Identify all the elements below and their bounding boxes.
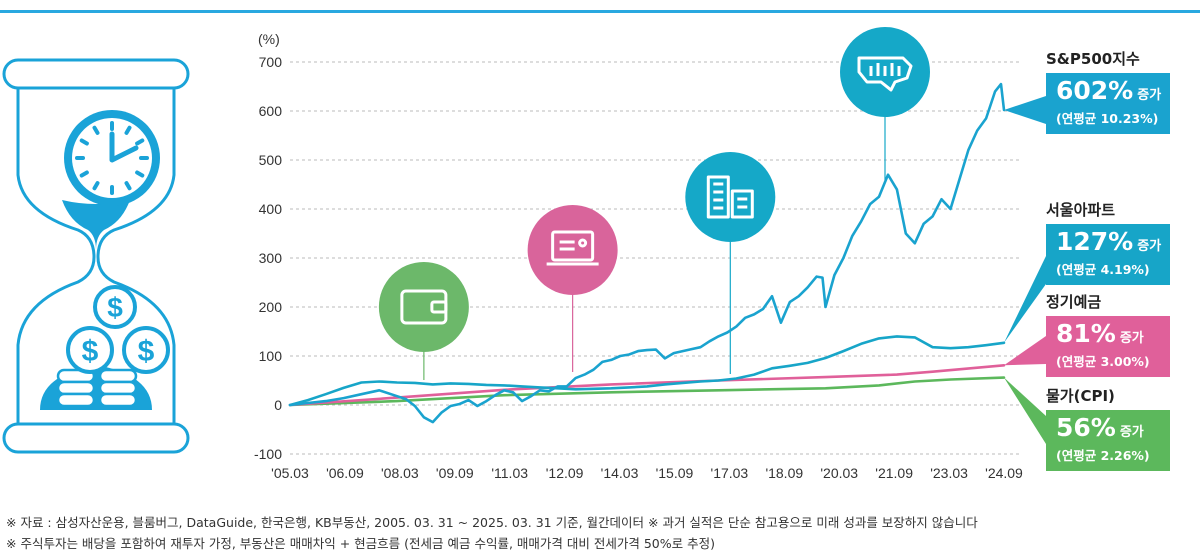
callout-cpi-annual: (연평균 2.26%) [1056, 448, 1150, 463]
icon-leaders [423, 72, 886, 380]
usa-map-chart-icon [840, 27, 930, 117]
x-axis-ticks: '05.03 '06.09 '08.03 '09.09 '11.03 '12.09 '14.… [271, 465, 1023, 481]
callout-cpi: 물가(CPI) 56% 증가 (연평균 2.26%) [1046, 385, 1170, 471]
callout-sp500-annual: (연평균 10.23%) [1056, 111, 1159, 126]
y-axis-ticks: 700 600 500 400 300 200 100 0 -100 [254, 54, 282, 462]
y-tick-label: 300 [259, 250, 283, 266]
callout-connector [1004, 96, 1046, 124]
wallet-icon [378, 262, 469, 352]
callout-cpi-name: 물가(CPI) [1046, 387, 1115, 405]
svg-text:$: $ [138, 335, 155, 368]
top-rule [0, 10, 1200, 13]
y-axis-unit: (%) [258, 31, 280, 47]
series-line-2 [288, 335, 1006, 407]
svg-text:$: $ [82, 335, 99, 368]
x-tick-label: '12.09 [546, 465, 584, 481]
callout-seoul-pct: 127% [1056, 227, 1134, 256]
callout-connector [1004, 256, 1046, 343]
x-tick-label: '14.03 [601, 465, 639, 481]
x-tick-label: '24.09 [985, 465, 1023, 481]
callout-connectors [1004, 96, 1046, 444]
y-tick-label: 600 [259, 103, 283, 119]
y-tick-label: -100 [254, 446, 282, 462]
callout-seoul-name: 서울아파트 [1046, 201, 1116, 219]
callout-seoul-inc: 증가 [1137, 239, 1162, 254]
x-tick-label: '17.03 [711, 465, 749, 481]
callout-sp500: S&P500지수 602% 증가 (연평균 10.23%) [1046, 48, 1170, 134]
callout-cpi-pct: 56% [1056, 413, 1116, 442]
laptop-icon [527, 205, 618, 295]
y-tick-label: 500 [259, 152, 283, 168]
y-tick-label: 100 [259, 348, 283, 364]
callout-cpi-box: 56% 증가 (연평균 2.26%) [1046, 410, 1170, 471]
callout-deposit-box: 81% 증가 (연평균 3.00%) [1046, 316, 1170, 377]
y-tick-label: 400 [259, 201, 283, 217]
x-tick-label: '18.09 [765, 465, 803, 481]
milestone-icons [378, 27, 930, 352]
y-tick-label: 700 [259, 54, 283, 70]
callout-sp500-box: 602% 증가 (연평균 10.23%) [1046, 73, 1170, 134]
series-line-4 [288, 376, 1006, 407]
x-tick-label: '08.03 [381, 465, 419, 481]
x-tick-label: '20.03 [820, 465, 858, 481]
callout-deposit-pct: 81% [1056, 319, 1116, 348]
callout-cpi-inc: 증가 [1119, 425, 1144, 440]
callout-connector [1004, 336, 1046, 366]
callout-deposit: 정기예금 81% 증가 (연평균 3.00%) [1046, 291, 1170, 377]
callout-sp500-name: S&P500지수 [1046, 50, 1140, 68]
x-tick-label: '15.09 [656, 465, 694, 481]
callout-sp500-pct: 602% [1056, 76, 1134, 105]
callout-seoul-box: 127% 증가 (연평균 4.19%) [1046, 224, 1170, 285]
y-tick-label: 0 [274, 397, 282, 413]
x-tick-label: '06.09 [326, 465, 364, 481]
callout-seoul: 서울아파트 127% 증가 (연평균 4.19%) [1046, 199, 1170, 285]
callout-connector [1004, 377, 1046, 444]
x-tick-label: '11.03 [491, 465, 528, 481]
series-line-1 [288, 82, 1006, 424]
series-lines [288, 82, 1006, 424]
footnote-assumption: ※ 주식투자는 배당을 포함하여 재투자 가정, 부동산은 매매차익 + 현금흐… [6, 536, 715, 551]
x-tick-label: '09.09 [436, 465, 474, 481]
svg-text:$: $ [107, 292, 123, 323]
callout-deposit-annual: (연평균 3.00%) [1056, 354, 1150, 369]
buildings-icon [685, 152, 776, 242]
hourglass-clock-money-icon: $ $ $ [2, 58, 190, 454]
x-tick-label: '05.03 [271, 465, 309, 481]
callout-sp500-inc: 증가 [1137, 88, 1162, 103]
callout-seoul-annual: (연평균 4.19%) [1056, 262, 1150, 277]
callout-deposit-name: 정기예금 [1046, 293, 1102, 311]
y-tick-label: 200 [259, 299, 283, 315]
callout-deposit-inc: 증가 [1119, 331, 1144, 346]
grid [290, 61, 1020, 455]
x-tick-label: '23.03 [930, 465, 968, 481]
x-tick-label: '21.09 [875, 465, 913, 481]
footnote-source: ※ 자료 : 삼성자산운용, 블룸버그, DataGuide, 한국은행, KB… [6, 515, 978, 530]
